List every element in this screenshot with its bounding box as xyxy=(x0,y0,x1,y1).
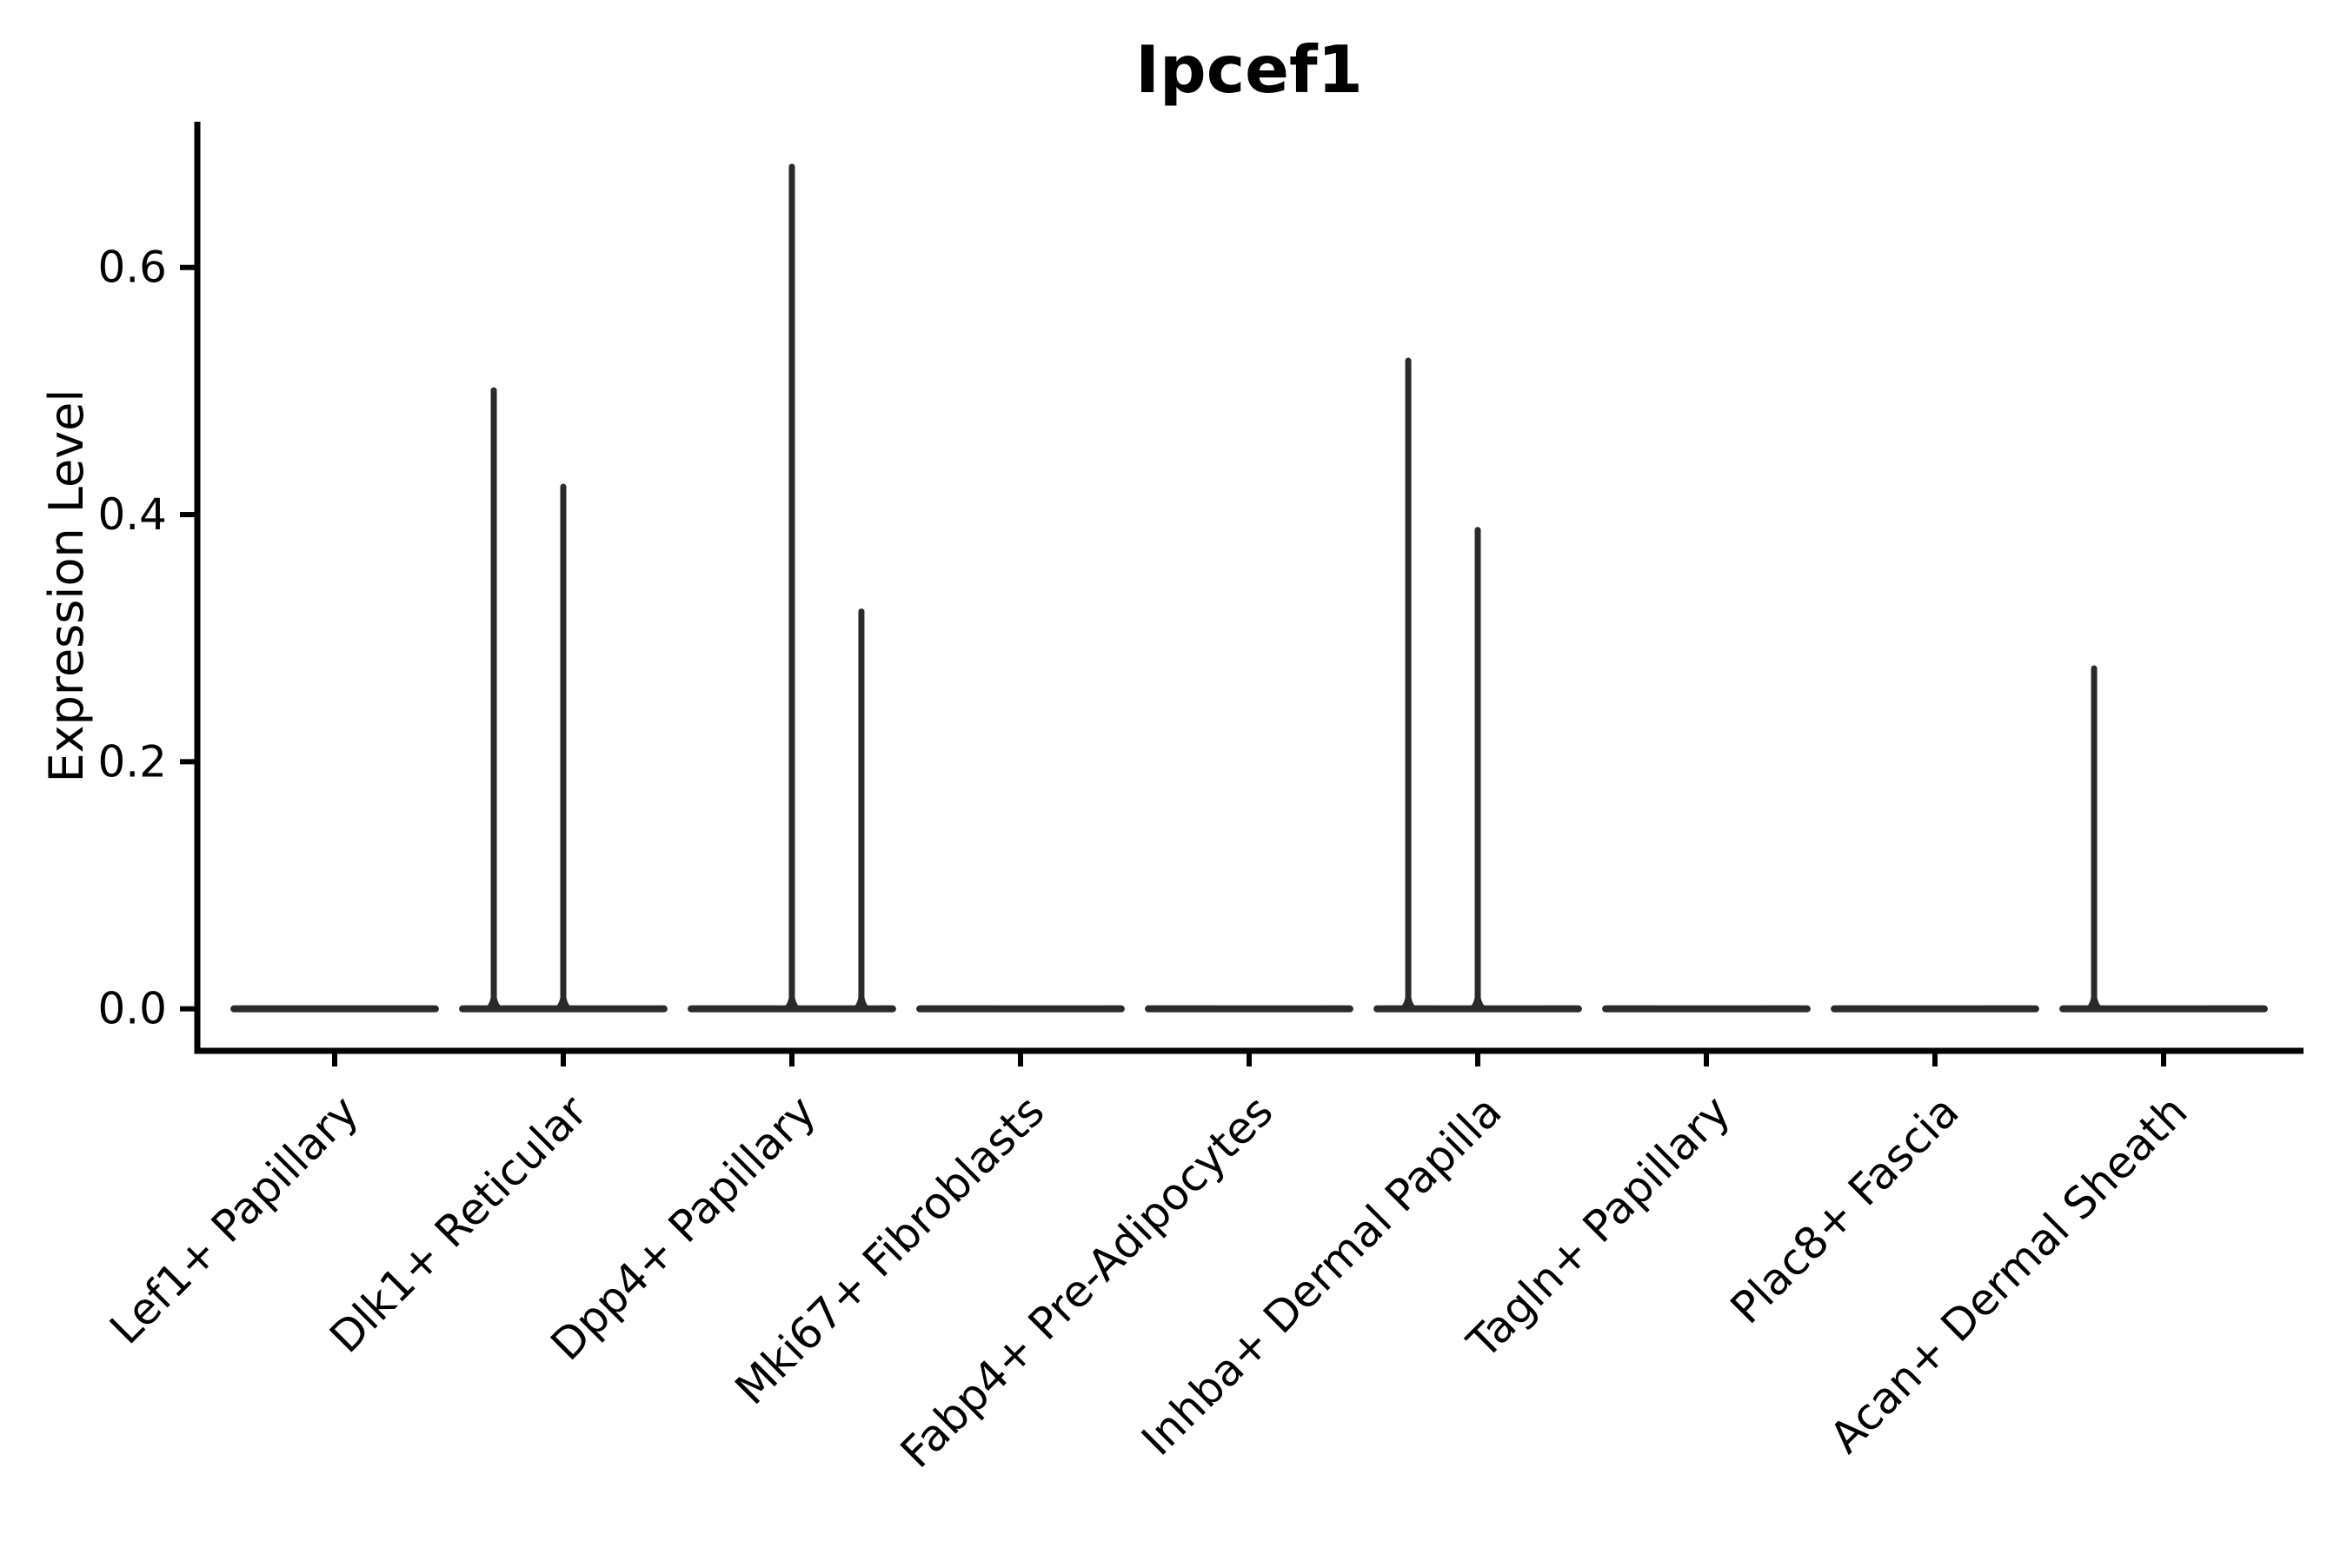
y-tick xyxy=(180,512,197,518)
x-tick xyxy=(789,1051,795,1066)
x-tick xyxy=(1018,1051,1023,1066)
y-tick-label: 0.4 xyxy=(97,489,167,540)
x-tick xyxy=(1704,1051,1709,1066)
violins-layer xyxy=(230,163,2268,1013)
x-tick-label: Plac8+ Fascia xyxy=(1721,1086,1969,1333)
x-tick xyxy=(1475,1051,1480,1066)
y-axis-label: Expression Level xyxy=(39,389,94,783)
left-spine xyxy=(194,122,201,1054)
x-tick-label: Fabp4+ Pre-Adipocytes xyxy=(891,1086,1283,1478)
chart-title: Ipcef1 xyxy=(1135,31,1363,108)
y-tick xyxy=(180,759,197,765)
y-tick-label: 0.6 xyxy=(97,243,167,293)
x-tick-label: Lef1+ Papillary xyxy=(100,1086,368,1353)
y-tick xyxy=(180,264,197,270)
x-tick xyxy=(2161,1051,2166,1066)
x-tick xyxy=(332,1051,337,1066)
x-tick xyxy=(561,1051,566,1066)
x-tick xyxy=(1247,1051,1252,1066)
x-tick xyxy=(1932,1051,1938,1066)
y-tick xyxy=(180,1006,197,1012)
y-tick-label: 0.0 xyxy=(97,984,167,1034)
y-tick-label: 0.2 xyxy=(97,736,167,787)
